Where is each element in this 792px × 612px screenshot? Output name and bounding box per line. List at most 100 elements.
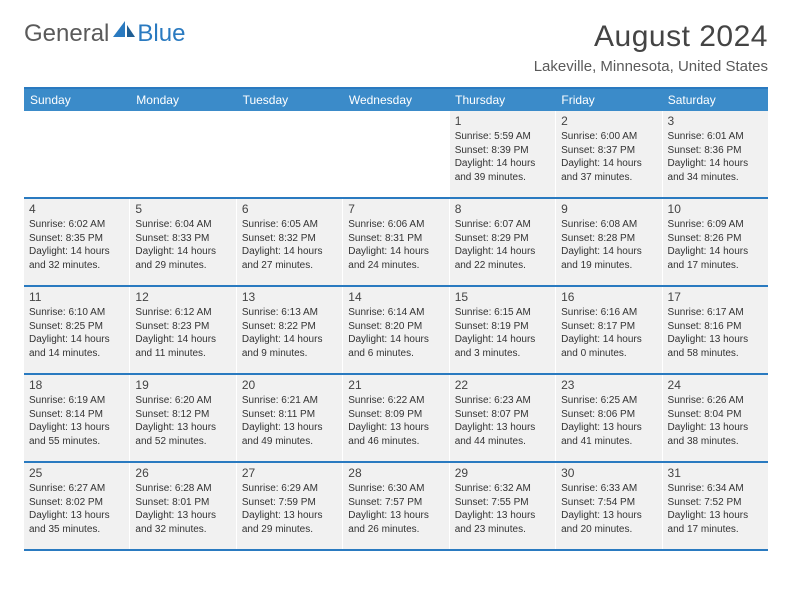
day-number: 5 — [135, 202, 230, 216]
day-cell: 2 Sunrise: 6:00 AMSunset: 8:37 PMDaylight… — [556, 111, 662, 197]
day-info: Sunrise: 5:59 AMSunset: 8:39 PMDaylight:… — [455, 130, 550, 184]
day-number: 24 — [668, 378, 763, 392]
logo-sail-icon — [111, 18, 137, 46]
day-number: 31 — [668, 466, 763, 480]
day-cell: 1 Sunrise: 5:59 AMSunset: 8:39 PMDaylight… — [450, 111, 556, 197]
day-number: 6 — [242, 202, 337, 216]
day-number: 26 — [135, 466, 230, 480]
day-cell: 17 Sunrise: 6:17 AMSunset: 8:16 PMDayligh… — [663, 287, 768, 373]
day-cell: 18 Sunrise: 6:19 AMSunset: 8:14 PMDayligh… — [24, 375, 130, 461]
day-info: Sunrise: 6:04 AMSunset: 8:33 PMDaylight:… — [135, 218, 230, 272]
day-number: 4 — [29, 202, 124, 216]
day-number: 7 — [348, 202, 443, 216]
day-cell: 3 Sunrise: 6:01 AMSunset: 8:36 PMDaylight… — [663, 111, 768, 197]
day-info: Sunrise: 6:28 AMSunset: 8:01 PMDaylight:… — [135, 482, 230, 536]
day-number: 17 — [668, 290, 763, 304]
week-row: 4 Sunrise: 6:02 AMSunset: 8:35 PMDaylight… — [24, 199, 768, 287]
day-cell: 21Sunrise: 6:22 AMSunset: 8:09 PMDayligh… — [343, 375, 449, 461]
day-cell — [130, 111, 236, 197]
logo: General Blue — [24, 20, 185, 48]
day-cell — [237, 111, 343, 197]
day-info: Sunrise: 6:14 AMSunset: 8:20 PMDaylight:… — [348, 306, 443, 360]
day-cell: 10Sunrise: 6:09 AMSunset: 8:26 PMDayligh… — [663, 199, 768, 285]
day-number: 9 — [561, 202, 656, 216]
month-title: August 2024 — [534, 20, 768, 54]
day-number: 2 — [561, 114, 656, 128]
day-cell: 29 Sunrise: 6:32 AMSunset: 7:55 PMDayligh… — [450, 463, 556, 549]
day-info: Sunrise: 6:00 AMSunset: 8:37 PMDaylight:… — [561, 130, 656, 184]
day-number: 30 — [561, 466, 656, 480]
day-cell: 13Sunrise: 6:13 AMSunset: 8:22 PMDayligh… — [237, 287, 343, 373]
day-number: 28 — [348, 466, 443, 480]
week-row: 25Sunrise: 6:27 AMSunset: 8:02 PMDayligh… — [24, 463, 768, 551]
day-info: Sunrise: 6:10 AMSunset: 8:25 PMDaylight:… — [29, 306, 124, 360]
day-info: Sunrise: 6:15 AMSunset: 8:19 PMDaylight:… — [455, 306, 550, 360]
day-info: Sunrise: 6:06 AMSunset: 8:31 PMDaylight:… — [348, 218, 443, 272]
day-info: Sunrise: 6:20 AMSunset: 8:12 PMDaylight:… — [135, 394, 230, 448]
day-header: Wednesday — [343, 89, 449, 111]
day-cell: 5 Sunrise: 6:04 AMSunset: 8:33 PMDaylight… — [130, 199, 236, 285]
day-number: 23 — [561, 378, 656, 392]
day-number: 15 — [455, 290, 550, 304]
day-cell: 20Sunrise: 6:21 AMSunset: 8:11 PMDayligh… — [237, 375, 343, 461]
day-info: Sunrise: 6:32 AMSunset: 7:55 PMDaylight:… — [455, 482, 550, 536]
day-header-row: SundayMondayTuesdayWednesdayThursdayFrid… — [24, 89, 768, 111]
day-cell: 6Sunrise: 6:05 AMSunset: 8:32 PMDaylight… — [237, 199, 343, 285]
day-info: Sunrise: 6:12 AMSunset: 8:23 PMDaylight:… — [135, 306, 230, 360]
day-cell — [24, 111, 130, 197]
day-info: Sunrise: 6:23 AMSunset: 8:07 PMDaylight:… — [455, 394, 550, 448]
day-number: 11 — [29, 290, 124, 304]
day-cell: 31 Sunrise: 6:34 AMSunset: 7:52 PMDayligh… — [663, 463, 768, 549]
day-header: Monday — [130, 89, 236, 111]
header: General Blue August 2024 Lakeville, Minn… — [24, 20, 768, 75]
day-info: Sunrise: 6:07 AMSunset: 8:29 PMDaylight:… — [455, 218, 550, 272]
day-number: 1 — [455, 114, 550, 128]
day-cell: 4 Sunrise: 6:02 AMSunset: 8:35 PMDaylight… — [24, 199, 130, 285]
day-cell: 8Sunrise: 6:07 AMSunset: 8:29 PMDaylight… — [450, 199, 556, 285]
day-info: Sunrise: 6:16 AMSunset: 8:17 PMDaylight:… — [561, 306, 656, 360]
day-number: 21 — [348, 378, 443, 392]
day-info: Sunrise: 6:26 AMSunset: 8:04 PMDaylight:… — [668, 394, 763, 448]
day-info: Sunrise: 6:34 AMSunset: 7:52 PMDaylight:… — [668, 482, 763, 536]
weeks-container: 1 Sunrise: 5:59 AMSunset: 8:39 PMDaylight… — [24, 111, 768, 551]
day-info: Sunrise: 6:01 AMSunset: 8:36 PMDaylight:… — [668, 130, 763, 184]
logo-text-2: Blue — [137, 20, 185, 48]
logo-text-1: General — [24, 20, 109, 48]
day-cell: 22Sunrise: 6:23 AMSunset: 8:07 PMDayligh… — [450, 375, 556, 461]
day-header: Saturday — [662, 89, 768, 111]
day-number: 27 — [242, 466, 337, 480]
calendar-page: General Blue August 2024 Lakeville, Minn… — [0, 0, 792, 551]
day-info: Sunrise: 6:17 AMSunset: 8:16 PMDaylight:… — [668, 306, 763, 360]
day-cell: 26 Sunrise: 6:28 AMSunset: 8:01 PMDayligh… — [130, 463, 236, 549]
title-block: August 2024 Lakeville, Minnesota, United… — [534, 20, 768, 75]
day-number: 20 — [242, 378, 337, 392]
day-number: 13 — [242, 290, 337, 304]
day-info: Sunrise: 6:25 AMSunset: 8:06 PMDaylight:… — [561, 394, 656, 448]
day-header: Friday — [555, 89, 661, 111]
day-cell: 24 Sunrise: 6:26 AMSunset: 8:04 PMDayligh… — [663, 375, 768, 461]
day-cell: 11 Sunrise: 6:10 AMSunset: 8:25 PMDayligh… — [24, 287, 130, 373]
day-info: Sunrise: 6:02 AMSunset: 8:35 PMDaylight:… — [29, 218, 124, 272]
day-info: Sunrise: 6:19 AMSunset: 8:14 PMDaylight:… — [29, 394, 124, 448]
day-number: 16 — [561, 290, 656, 304]
day-header: Tuesday — [237, 89, 343, 111]
day-number: 18 — [29, 378, 124, 392]
day-info: Sunrise: 6:09 AMSunset: 8:26 PMDaylight:… — [668, 218, 763, 272]
day-number: 12 — [135, 290, 230, 304]
day-number: 14 — [348, 290, 443, 304]
day-cell: 15 Sunrise: 6:15 AMSunset: 8:19 PMDayligh… — [450, 287, 556, 373]
day-number: 29 — [455, 466, 550, 480]
day-info: Sunrise: 6:29 AMSunset: 7:59 PMDaylight:… — [242, 482, 337, 536]
week-row: 11 Sunrise: 6:10 AMSunset: 8:25 PMDayligh… — [24, 287, 768, 375]
day-info: Sunrise: 6:27 AMSunset: 8:02 PMDaylight:… — [29, 482, 124, 536]
day-cell: 28 Sunrise: 6:30 AMSunset: 7:57 PMDayligh… — [343, 463, 449, 549]
calendar: SundayMondayTuesdayWednesdayThursdayFrid… — [24, 87, 768, 551]
day-info: Sunrise: 6:08 AMSunset: 8:28 PMDaylight:… — [561, 218, 656, 272]
day-info: Sunrise: 6:33 AMSunset: 7:54 PMDaylight:… — [561, 482, 656, 536]
day-info: Sunrise: 6:30 AMSunset: 7:57 PMDaylight:… — [348, 482, 443, 536]
day-cell: 7 Sunrise: 6:06 AMSunset: 8:31 PMDaylight… — [343, 199, 449, 285]
day-cell: 27 Sunrise: 6:29 AMSunset: 7:59 PMDayligh… — [237, 463, 343, 549]
day-cell: 30 Sunrise: 6:33 AMSunset: 7:54 PMDayligh… — [556, 463, 662, 549]
day-header: Sunday — [24, 89, 130, 111]
day-number: 3 — [668, 114, 763, 128]
